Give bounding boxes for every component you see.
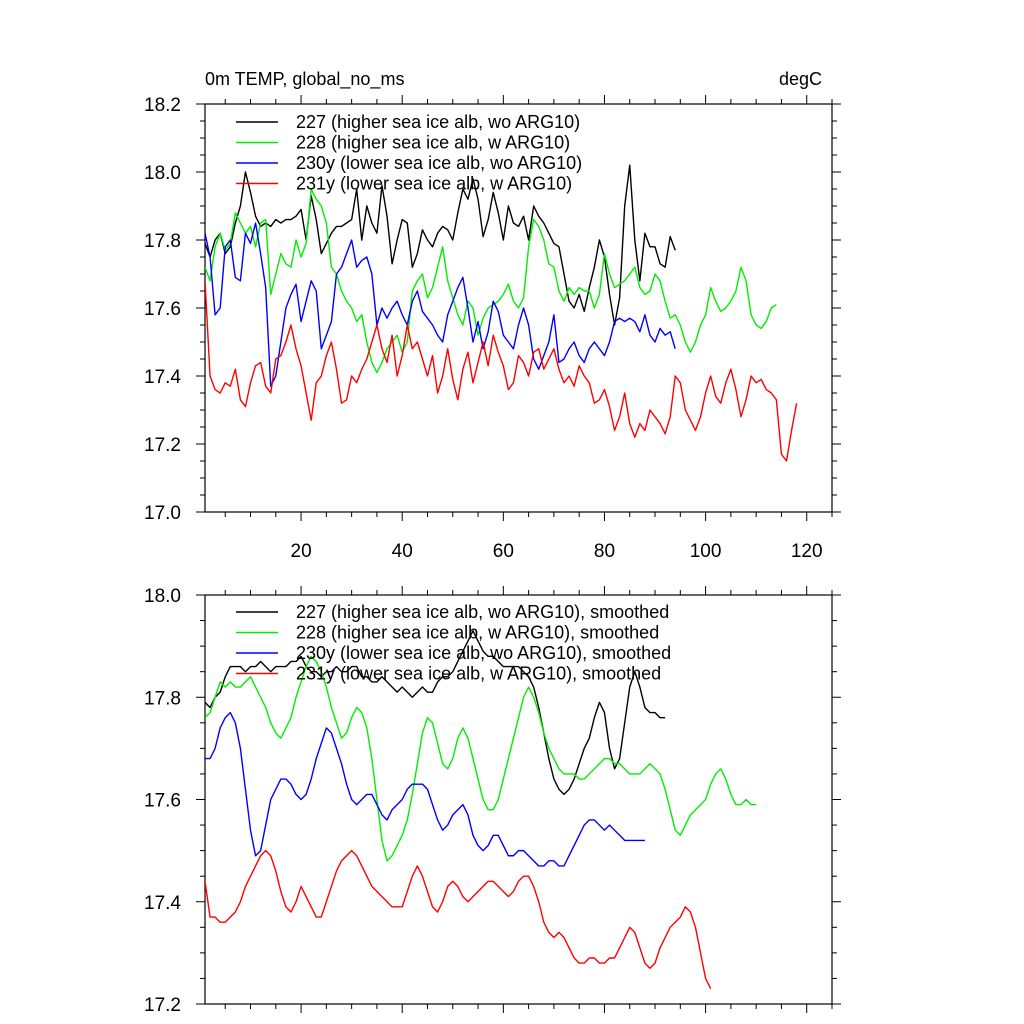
y-tick-label: 17.2 bbox=[144, 995, 181, 1016]
legend-label-4: 231y (lower sea ice alb, w ARG10), smoot… bbox=[296, 664, 661, 684]
y-tick-label: 17.8 bbox=[144, 688, 181, 709]
series-line-4 bbox=[205, 849, 712, 989]
series-line-3 bbox=[205, 711, 645, 867]
series-group bbox=[205, 630, 757, 989]
y-tick-label: 17.4 bbox=[144, 893, 181, 914]
bottom-chart: 17.2 17.4 17.6 17.8 18.0 227 (higher sea ice … bbox=[144, 586, 841, 1016]
legend-label-1: 227 (higher sea ice alb, wo ARG10) bbox=[296, 112, 580, 132]
y-tick-label: 17.4 bbox=[144, 367, 181, 388]
x-tick-label: 120 bbox=[791, 541, 823, 562]
x-tick-label: 80 bbox=[594, 541, 615, 562]
x-tick-label: 100 bbox=[690, 541, 722, 562]
series-group bbox=[205, 164, 798, 462]
top-chart: 0m TEMP, global_no_ms degC 17.0 17.2 17.4 1… bbox=[144, 69, 841, 562]
y-tick-label: 17.6 bbox=[144, 299, 181, 320]
y-tick-label: 17.8 bbox=[144, 231, 181, 252]
series-line-2 bbox=[205, 655, 757, 862]
y-tick-label: 17.0 bbox=[144, 503, 181, 524]
y-tick-label: 18.2 bbox=[144, 95, 181, 116]
y-tick-label: 17.2 bbox=[144, 435, 181, 456]
legend-label-1: 227 (higher sea ice alb, wo ARG10), smoo… bbox=[296, 602, 669, 622]
top-chart-units: degC bbox=[779, 69, 822, 89]
y-tick-label: 17.6 bbox=[144, 791, 181, 812]
legend-label-3: 230y (lower sea ice alb, wo ARG10) bbox=[296, 153, 582, 173]
legend-label-3: 230y (lower sea ice alb, wo ARG10), smoo… bbox=[296, 643, 671, 663]
legend-label-2: 228 (higher sea ice alb, w ARG10) bbox=[296, 133, 570, 153]
x-tick-label: 40 bbox=[392, 541, 413, 562]
y-tick-label: 18.0 bbox=[144, 163, 181, 184]
series-line-2 bbox=[205, 188, 777, 374]
series-line-3 bbox=[205, 222, 676, 387]
x-tick-label: 60 bbox=[493, 541, 514, 562]
top-chart-title: 0m TEMP, global_no_ms bbox=[205, 69, 404, 90]
series-line-1 bbox=[205, 164, 676, 326]
legend-label-4: 231y (lower sea ice alb, w ARG10) bbox=[296, 174, 572, 194]
legend-label-2: 228 (higher sea ice alb, w ARG10), smoot… bbox=[296, 623, 659, 643]
series-line-4 bbox=[205, 280, 798, 462]
x-tick-label: 20 bbox=[291, 541, 312, 562]
series-line-1 bbox=[205, 630, 666, 796]
y-tick-label: 18.0 bbox=[144, 586, 181, 607]
